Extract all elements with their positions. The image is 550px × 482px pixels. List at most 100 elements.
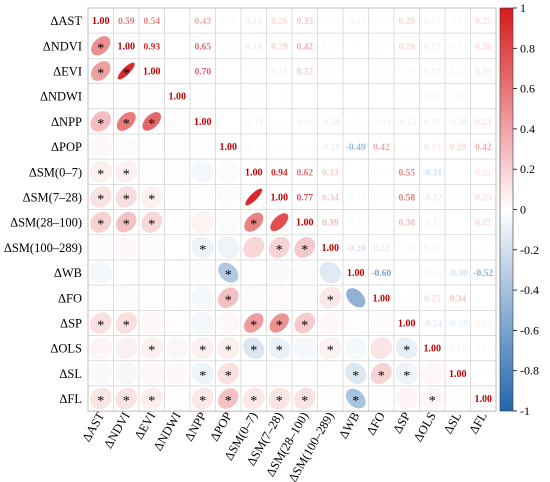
correlation-value-label: 0.05 xyxy=(449,194,466,204)
correlation-ellipse xyxy=(217,236,240,259)
cell-bg xyxy=(189,83,216,110)
correlation-value-label: 0.08 xyxy=(373,194,390,204)
correlation-ellipse xyxy=(319,286,342,309)
cell-bg xyxy=(317,385,344,412)
correlation-value-label: -0.06 xyxy=(473,244,493,254)
cell-bg xyxy=(189,284,216,311)
colorbar-gradient xyxy=(499,7,514,412)
significance-star: * xyxy=(403,369,410,384)
correlation-value-label: 0.65 xyxy=(194,42,211,52)
significance-star: * xyxy=(199,369,206,384)
row-label: ΔSM(28–100) xyxy=(10,216,82,230)
cell-bg xyxy=(393,335,420,362)
correlation-value-label: 0.06 xyxy=(194,93,211,103)
correlation-ellipse xyxy=(217,287,239,309)
correlation-value-label: 0.55 xyxy=(398,168,415,178)
matrix-frame xyxy=(87,7,497,412)
correlation-ellipse xyxy=(89,362,112,385)
cell-bg xyxy=(393,360,420,387)
cell-bg xyxy=(138,83,165,110)
row-label: ΔEVI xyxy=(53,65,82,79)
correlation-value-label: 0.12 xyxy=(449,345,466,355)
colorbar-tick-label: -0.8 xyxy=(520,364,539,378)
correlation-value-label: 0.12 xyxy=(449,68,466,78)
cell-bg xyxy=(189,108,216,135)
correlation-value-label: 0.22 xyxy=(475,168,492,178)
cell-bg xyxy=(368,234,395,261)
correlation-value-label: -0.10 xyxy=(244,143,264,153)
correlation-value-label: -0.60 xyxy=(371,269,391,279)
correlation-ellipse xyxy=(318,387,342,410)
correlation-ellipse xyxy=(319,337,342,360)
cell-bg xyxy=(266,183,293,210)
diagonal-value-label: 1.00 xyxy=(118,41,136,52)
cell-bg xyxy=(266,108,293,135)
significance-star: * xyxy=(276,394,283,409)
cell-bg xyxy=(317,335,344,362)
cell-bg xyxy=(317,7,344,34)
cell-bg xyxy=(368,158,395,185)
correlation-value-label: -0.02 xyxy=(346,168,366,178)
cell-bg xyxy=(444,309,471,336)
diagonal-value-label: 1.00 xyxy=(143,67,161,78)
cell-bg xyxy=(240,32,267,59)
colorbar-tick-label: 0.6 xyxy=(520,82,535,96)
significance-star: * xyxy=(429,394,436,409)
cell-bg xyxy=(164,209,191,236)
column-label: ΔSP xyxy=(390,410,413,436)
correlation-ellipse xyxy=(191,286,214,309)
correlation-ellipse xyxy=(191,362,214,385)
colorbar-tick-label: 0.8 xyxy=(520,41,535,55)
correlation-value-label: 0.26 xyxy=(271,17,288,27)
diagonal-value-label: 1.00 xyxy=(398,319,416,330)
correlation-value-label: -0.15 xyxy=(346,17,366,27)
diagonal-value-label: 1.00 xyxy=(92,16,110,27)
correlation-value-label: 0.13 xyxy=(475,320,492,330)
correlation-value-label: 0.07 xyxy=(322,17,339,27)
correlation-value-label: 0.08 xyxy=(220,42,237,52)
correlation-value-label: -0.10 xyxy=(295,143,315,153)
diagonal-value-label: 1.00 xyxy=(322,243,340,254)
significance-star: * xyxy=(148,394,155,409)
cell-bg xyxy=(470,133,497,160)
cell-bg xyxy=(444,360,471,387)
correlation-ellipse xyxy=(242,361,266,385)
significance-star: * xyxy=(123,193,130,208)
cell-bg xyxy=(444,108,471,135)
significance-star: * xyxy=(148,344,155,359)
correlation-value-label: 0.02 xyxy=(347,68,364,78)
cell-bg xyxy=(342,183,369,210)
cell-bg xyxy=(113,83,140,110)
significance-star: * xyxy=(250,344,257,359)
correlation-ellipse xyxy=(294,236,316,258)
correlation-ellipse xyxy=(165,261,189,285)
correlation-ellipse xyxy=(89,312,112,334)
significance-star: * xyxy=(225,369,232,384)
cell-bg xyxy=(87,83,114,110)
correlation-ellipse xyxy=(293,261,317,284)
row-label: ΔOLS xyxy=(50,342,82,356)
correlation-ellipse xyxy=(114,135,138,158)
cell-bg xyxy=(164,335,191,362)
correlation-ellipse xyxy=(117,62,135,80)
correlation-value-label: 0.19 xyxy=(475,68,492,78)
correlation-value-label: 0.02 xyxy=(220,118,237,128)
cell-bg xyxy=(291,108,318,135)
correlation-ellipse xyxy=(217,388,239,409)
significance-star: * xyxy=(148,218,155,233)
cell-bg xyxy=(87,234,114,261)
correlation-value-label: 0.34 xyxy=(322,194,339,204)
correlation-value-label: 0.58 xyxy=(398,194,415,204)
significance-star: * xyxy=(276,243,283,258)
correlation-ellipse xyxy=(293,286,317,310)
diagonal-value-label: 1.00 xyxy=(194,117,212,128)
significance-star: * xyxy=(250,319,257,334)
significance-star: * xyxy=(225,394,232,409)
correlation-ellipse xyxy=(114,236,138,259)
correlation-ellipse xyxy=(395,337,418,360)
correlation-value-label: -0.10 xyxy=(346,219,366,229)
row-label: ΔSP xyxy=(60,317,82,331)
significance-star: * xyxy=(199,394,206,409)
correlation-ellipse xyxy=(165,362,189,385)
significance-star: * xyxy=(123,319,130,334)
